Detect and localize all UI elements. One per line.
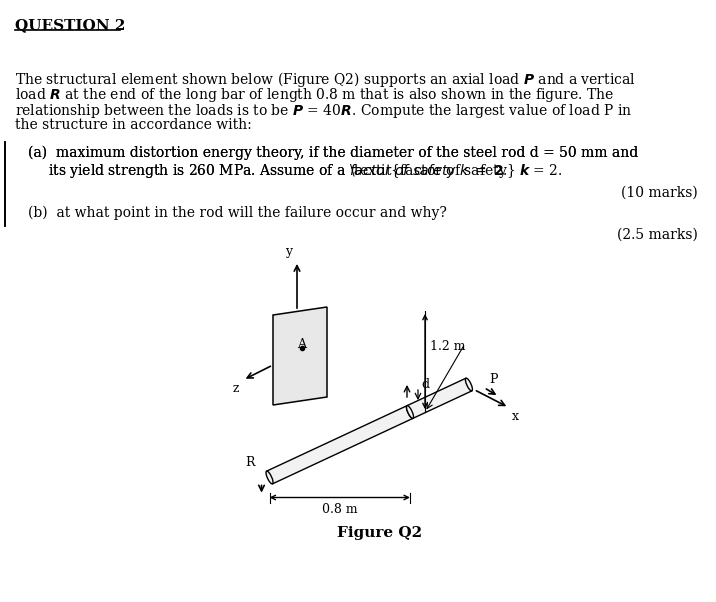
Ellipse shape (266, 471, 273, 484)
Text: relationship between the loads is to be $\boldsymbol{P}$ = 40$\boldsymbol{R}$. C: relationship between the loads is to be … (15, 102, 632, 120)
Text: (2.5 marks): (2.5 marks) (617, 228, 698, 242)
Text: The structural element shown below (Figure Q2) supports an axial load $\boldsymb: The structural element shown below (Figu… (15, 70, 636, 89)
Text: 1.2 m: 1.2 m (430, 340, 465, 353)
Text: x: x (512, 409, 519, 423)
Text: (b)  at what point in the rod will the failure occur and why?: (b) at what point in the rod will the fa… (28, 206, 447, 220)
Ellipse shape (465, 378, 473, 391)
Text: its yield strength is 260 MPa. Assume of a \textit{factor of safety} $\boldsymbo: its yield strength is 260 MPa. Assume of… (48, 162, 563, 180)
Text: P: P (489, 373, 498, 386)
Polygon shape (266, 406, 413, 484)
Text: z: z (233, 382, 239, 395)
Text: y: y (285, 245, 292, 258)
Text: R: R (245, 456, 254, 469)
Text: 0.8 m: 0.8 m (322, 503, 357, 515)
Ellipse shape (407, 406, 414, 418)
Text: Figure Q2: Figure Q2 (337, 526, 422, 539)
Text: (10 marks): (10 marks) (621, 186, 698, 200)
Text: QUESTION 2: QUESTION 2 (15, 18, 125, 32)
Ellipse shape (407, 406, 414, 418)
Text: (a)  maximum distortion energy theory, if the diameter of the steel rod d = 50 m: (a) maximum distortion energy theory, if… (28, 146, 638, 160)
Text: A: A (298, 338, 306, 350)
Text: the structure in accordance with:: the structure in accordance with: (15, 118, 252, 132)
Polygon shape (273, 307, 327, 405)
Polygon shape (407, 378, 472, 418)
Text: load $\boldsymbol{R}$ at the end of the long bar of length 0.8 m that is also sh: load $\boldsymbol{R}$ at the end of the … (15, 86, 614, 104)
Text: its yield strength is 260 MPa. Assume of a $\it{factor\ of\ safety\ k}$ $=$ $\ma: its yield strength is 260 MPa. Assume of… (48, 162, 508, 180)
Text: d: d (421, 379, 429, 391)
Text: (a)  maximum distortion energy theory, if the diameter of the steel rod d = 50 m: (a) maximum distortion energy theory, if… (28, 146, 638, 160)
